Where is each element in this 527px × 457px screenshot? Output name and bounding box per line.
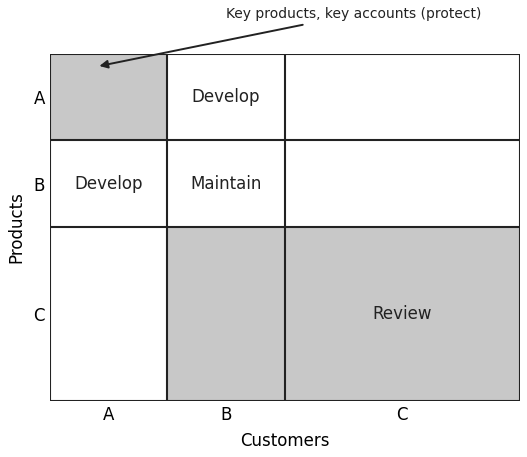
- Bar: [285, 227, 520, 401]
- Bar: [167, 227, 285, 401]
- Text: Develop: Develop: [192, 88, 260, 106]
- X-axis label: Customers: Customers: [240, 432, 329, 450]
- Text: Key products, key accounts (protect): Key products, key accounts (protect): [102, 7, 481, 68]
- Bar: [50, 53, 167, 140]
- Y-axis label: Products: Products: [7, 191, 25, 263]
- Text: Maintain: Maintain: [190, 175, 262, 193]
- Text: Review: Review: [373, 305, 432, 323]
- Text: Develop: Develop: [74, 175, 143, 193]
